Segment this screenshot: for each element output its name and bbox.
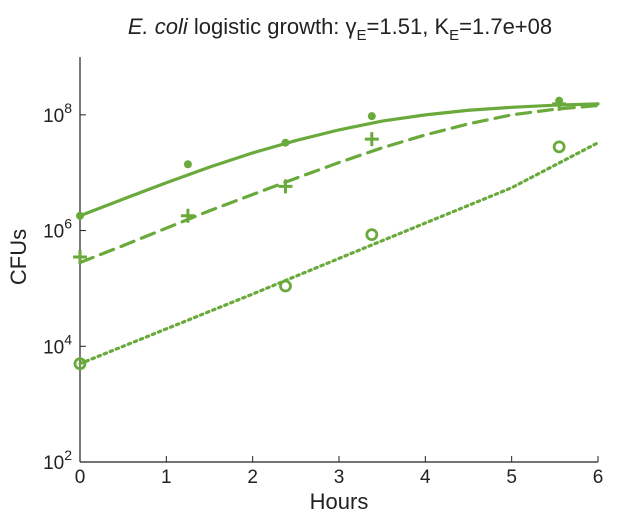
x-tick-label: 0 — [75, 467, 86, 488]
chart-title: E. coli logistic growth: γE=1.51, KE=1.7… — [128, 14, 552, 44]
title-gamma-value: =1.51, — [367, 14, 435, 39]
x-axis-label: Hours — [310, 489, 369, 514]
data-point-circle — [365, 228, 379, 242]
title-k-sub: E — [449, 27, 459, 44]
fit-line-dotted — [78, 141, 600, 366]
data-point-dot — [183, 160, 192, 169]
data-point-circle — [279, 279, 292, 293]
title-italic: E. coli — [128, 14, 189, 39]
x-tick-label: 6 — [593, 467, 604, 488]
y-tick-exponent: 2 — [64, 447, 72, 463]
y-tick-exponent: 6 — [64, 216, 72, 232]
data-point-plus — [73, 249, 87, 264]
data-point-plus — [180, 208, 195, 223]
data-point-plus — [278, 179, 293, 194]
x-tick-label: 2 — [247, 467, 258, 488]
title-k: K — [434, 14, 449, 39]
y-tick-exponent: 4 — [64, 331, 72, 347]
data-point-dot — [367, 112, 376, 121]
title-k-value: =1.7e+08 — [459, 14, 552, 39]
y-tick-label: 102 — [43, 447, 72, 474]
data-point-plus — [364, 132, 379, 147]
title-gamma: γ — [346, 14, 357, 39]
x-tick-label: 1 — [161, 467, 172, 488]
fit-line-dashed — [78, 103, 600, 265]
title-gamma-sub: E — [357, 27, 367, 44]
x-tick-label: 4 — [420, 467, 431, 488]
data-point-circle — [552, 140, 566, 154]
data-point-dot — [281, 138, 290, 147]
y-tick-label: 108 — [43, 100, 72, 127]
y-tick-base: 10 — [43, 222, 64, 243]
data-point-circle — [73, 357, 87, 371]
y-tick-exponent: 8 — [64, 100, 72, 116]
y-tick-base: 10 — [43, 337, 64, 358]
y-tick-label: 104 — [43, 331, 72, 358]
y-tick-base: 10 — [43, 106, 64, 127]
y-tick-base: 10 — [43, 453, 64, 474]
y-axis-label: CFUs — [6, 229, 31, 285]
data-point-plus — [552, 96, 567, 111]
title-text: logistic growth: — [188, 14, 346, 39]
y-tick-label: 106 — [43, 216, 72, 243]
x-tick-label: 3 — [334, 467, 345, 488]
data-point-dot — [76, 211, 84, 220]
x-tick-label: 5 — [506, 467, 517, 488]
fit-line-solid — [78, 102, 600, 218]
